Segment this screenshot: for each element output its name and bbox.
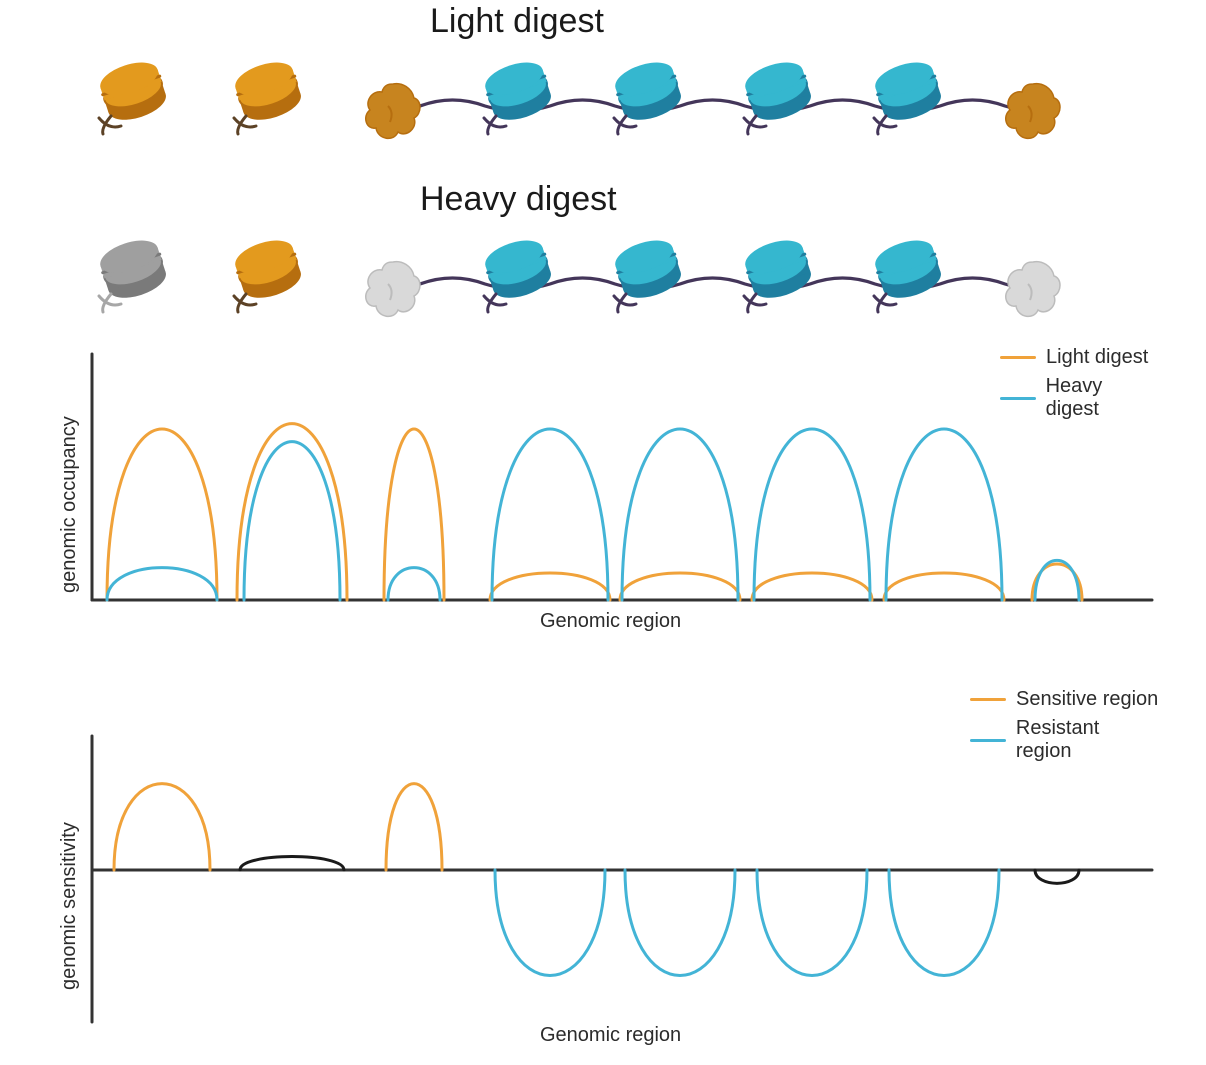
enzyme-icon (360, 78, 426, 149)
legend-swatch-resistant (970, 739, 1006, 742)
legend-item-heavy-digest: Heavy digest (1000, 375, 1160, 421)
nucleosome-icon (740, 56, 818, 141)
chart2-legend: Sensitive region Resistant region (970, 688, 1160, 769)
legend-swatch-sensitive (970, 698, 1006, 701)
legend-swatch-heavy-digest (1000, 397, 1036, 400)
chart1-svg (60, 348, 1160, 608)
nucleosome-icon (610, 234, 688, 319)
nucleosome-icon (95, 56, 173, 141)
nucleosome-icon (230, 56, 308, 141)
enzyme-icon (1000, 78, 1066, 149)
chart2-svg (60, 730, 1160, 1030)
chart-genomic-sensitivity: genomic sensitivity Genomic region Sensi… (60, 730, 1160, 1060)
chart1-x-axis-label: Genomic region (540, 610, 681, 633)
legend-item-light-digest: Light digest (1000, 346, 1160, 369)
legend-label-resistant: Resistant region (1016, 717, 1160, 763)
legend-label-heavy-digest: Heavy digest (1046, 375, 1160, 421)
nucleosome-icon (480, 56, 558, 141)
enzyme-icon (360, 256, 426, 327)
nucleosome-icon (230, 234, 308, 319)
title-heavy-digest: Heavy digest (420, 180, 617, 219)
legend-label-sensitive: Sensitive region (1016, 688, 1158, 711)
illustration-row-light (80, 48, 1130, 158)
enzyme-icon (1000, 256, 1066, 327)
nucleosome-icon (480, 234, 558, 319)
nucleosome-icon (740, 234, 818, 319)
illustration-row-heavy (80, 226, 1130, 336)
figure: Light digest Heavy digest genomic occupa… (0, 0, 1206, 1065)
title-light-digest: Light digest (430, 2, 604, 41)
legend-item-sensitive: Sensitive region (970, 688, 1160, 711)
nucleosome-icon (870, 56, 948, 141)
legend-label-light-digest: Light digest (1046, 346, 1148, 369)
chart1-legend: Light digest Heavy digest (1000, 346, 1160, 427)
chart-genomic-occupancy: genomic occupancy Genomic region Light d… (60, 348, 1160, 638)
nucleosome-icon (870, 234, 948, 319)
legend-item-resistant: Resistant region (970, 717, 1160, 763)
chart2-x-axis-label: Genomic region (540, 1024, 681, 1047)
nucleosome-icon (95, 234, 173, 319)
nucleosome-icon (610, 56, 688, 141)
legend-swatch-light-digest (1000, 356, 1036, 359)
